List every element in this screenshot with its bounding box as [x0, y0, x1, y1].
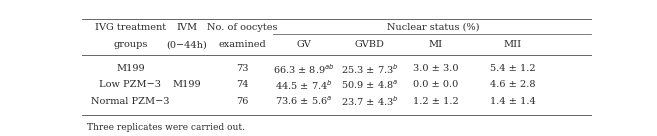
- Text: M199: M199: [116, 64, 145, 73]
- Text: MII: MII: [503, 40, 522, 49]
- Text: Low PZM−3: Low PZM−3: [99, 80, 162, 89]
- Text: IVM: IVM: [176, 23, 197, 32]
- Text: Normal PZM−3: Normal PZM−3: [91, 97, 170, 106]
- Text: GV: GV: [296, 40, 311, 49]
- Text: Three replicates were carried out.: Three replicates were carried out.: [87, 123, 245, 132]
- Text: groups: groups: [113, 40, 148, 49]
- Text: 73: 73: [237, 64, 249, 73]
- Text: 25.3 ± 7.3$^{b}$: 25.3 ± 7.3$^{b}$: [341, 62, 399, 76]
- Text: IVG treatment: IVG treatment: [95, 23, 166, 32]
- Text: 0.0 ± 0.0: 0.0 ± 0.0: [413, 80, 459, 89]
- Text: 5.4 ± 1.2: 5.4 ± 1.2: [489, 64, 535, 73]
- Text: Nuclear status (%): Nuclear status (%): [387, 23, 480, 32]
- Text: 73.6 ± 5.6$^{a}$: 73.6 ± 5.6$^{a}$: [275, 95, 332, 107]
- Text: 66.3 ± 8.9$^{ab}$: 66.3 ± 8.9$^{ab}$: [273, 62, 334, 76]
- Text: 3.0 ± 3.0: 3.0 ± 3.0: [413, 64, 459, 73]
- Text: No. of oocytes: No. of oocytes: [207, 23, 278, 32]
- Text: examined: examined: [219, 40, 266, 49]
- Text: (0−44h): (0−44h): [166, 40, 207, 49]
- Text: 44.5 ± 7.4$^{b}$: 44.5 ± 7.4$^{b}$: [275, 78, 332, 92]
- Text: 4.6 ± 2.8: 4.6 ± 2.8: [489, 80, 535, 89]
- Text: M199: M199: [172, 80, 201, 89]
- Text: 76: 76: [237, 97, 249, 106]
- Text: MI: MI: [429, 40, 443, 49]
- Text: 1.4 ± 1.4: 1.4 ± 1.4: [489, 97, 535, 106]
- Text: 1.2 ± 1.2: 1.2 ± 1.2: [413, 97, 459, 106]
- Text: GVBD: GVBD: [355, 40, 385, 49]
- Text: 23.7 ± 4.3$^{b}$: 23.7 ± 4.3$^{b}$: [341, 94, 399, 108]
- Text: 74: 74: [237, 80, 249, 89]
- Text: 50.9 ± 4.8$^{a}$: 50.9 ± 4.8$^{a}$: [341, 79, 398, 91]
